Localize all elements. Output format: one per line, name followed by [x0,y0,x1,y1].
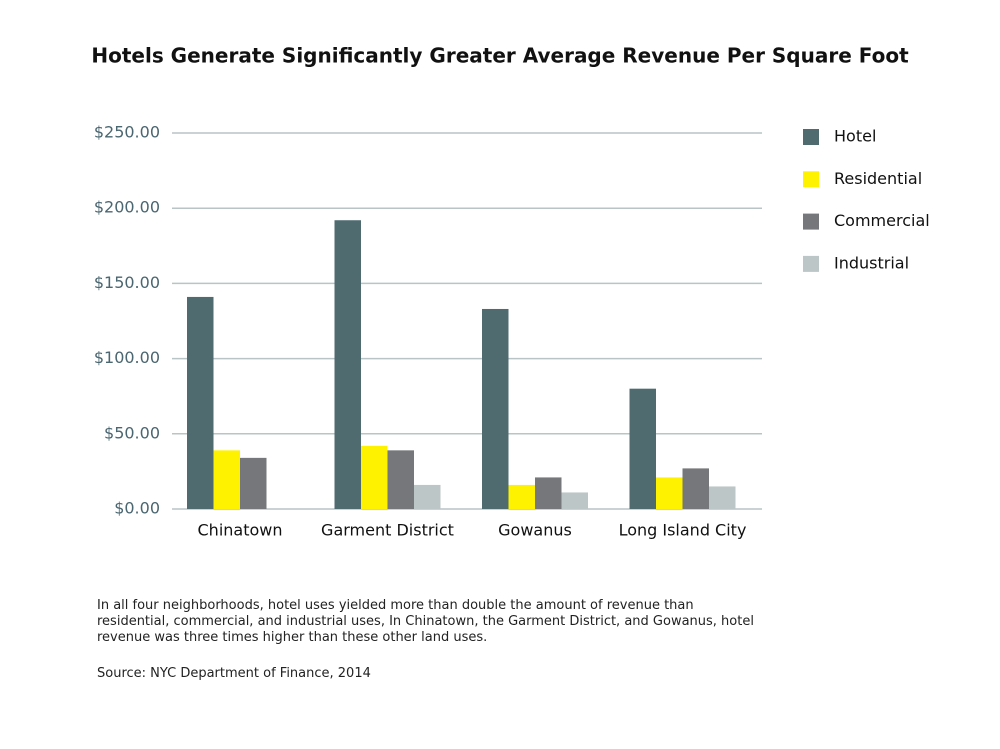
bar [187,296,214,509]
legend-swatch [803,171,819,188]
bar [709,486,736,509]
legend-label: Residential [834,169,922,188]
bar [414,484,441,509]
bar [240,457,267,509]
y-tick-label: $50.00 [104,423,160,442]
legend-label: Industrial [834,253,909,272]
legend-label: Hotel [834,127,876,146]
bar [682,468,709,509]
bar [535,477,562,509]
bar [508,484,535,509]
x-tick-label: Chinatown [198,521,283,540]
chart-note: In all four neighborhoods, hotel uses yi… [97,598,754,645]
y-tick-label: $150.00 [94,273,160,292]
y-tick-label: $0.00 [114,499,160,518]
y-tick-label: $250.00 [94,123,160,142]
bar [361,445,388,509]
legend-label: Commercial [834,211,930,230]
bar [334,220,361,509]
legend-swatch [803,213,819,230]
x-tick-label: Gowanus [498,521,572,540]
legend-swatch [803,255,819,272]
x-tick-label: Garment District [321,521,454,540]
legend-swatch [803,129,819,145]
bar [482,308,509,509]
bar [213,450,240,509]
chart-title: Hotels Generate Significantly Greater Av… [91,44,909,68]
bar [387,450,414,509]
bar [561,492,588,509]
y-tick-label: $100.00 [94,348,160,367]
bar [629,388,656,509]
x-tick-label: Long Island City [619,521,747,540]
chart-source: Source: NYC Department of Finance, 2014 [97,666,371,681]
bar [656,477,683,509]
y-tick-label: $200.00 [94,198,160,217]
